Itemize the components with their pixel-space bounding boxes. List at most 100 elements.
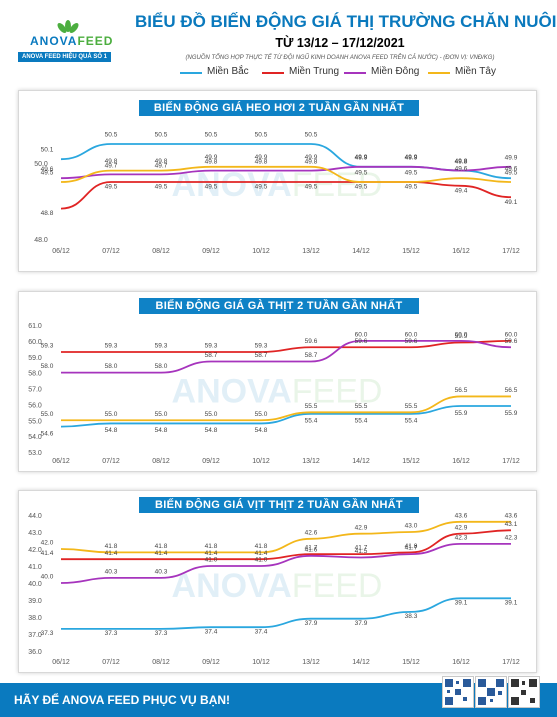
- x-tick-label: 09/12: [202, 659, 220, 666]
- data-label: 58.0: [41, 363, 54, 370]
- date-range: TỪ 13/12 – 17/12/2021: [275, 36, 405, 50]
- data-label: 49.5: [155, 184, 168, 191]
- chart-legend: Miền Bắc Miền Trung Miền Đông Miền Tây: [180, 66, 550, 80]
- x-tick-label: 14/12: [352, 248, 370, 255]
- data-label: 49.5: [505, 169, 518, 176]
- x-tick-label: 07/12: [102, 248, 120, 255]
- data-label: 41.4: [105, 550, 118, 557]
- x-tick-label: 16/12: [452, 458, 470, 465]
- source-note: (NGUỒN TỔNG HỢP THỰC TẾ TỪ ĐỘI NGŨ KINH …: [185, 55, 495, 61]
- data-label: 41.4: [255, 550, 268, 557]
- data-label: 55.9: [455, 410, 468, 417]
- data-label: 54.8: [255, 427, 268, 434]
- data-label: 49.6: [41, 166, 54, 173]
- data-label: 43.6: [455, 512, 468, 519]
- data-label: 56.5: [505, 387, 518, 394]
- series-line: [60, 165, 512, 183]
- data-label: 41.4: [41, 550, 54, 557]
- data-label: 42.9: [455, 524, 468, 531]
- y-tick-label: 55.0: [28, 418, 42, 425]
- series-line: [61, 395, 511, 422]
- data-label: 49.8: [455, 158, 468, 165]
- legend-swatch: [262, 72, 284, 74]
- data-label: 60.0: [405, 331, 418, 338]
- y-tick-label: 36.0: [28, 649, 42, 656]
- qr-code-icon[interactable]: [442, 676, 474, 708]
- qr-code-icon[interactable]: [475, 676, 507, 708]
- data-label: 49.9: [355, 155, 368, 162]
- data-label: 59.3: [255, 343, 268, 350]
- data-label: 41.7: [305, 545, 318, 552]
- duck-price-chart: ANOVAFEED 36.0 37.0 38.0 39.0 40.0 41.0 42.0 43.…: [28, 512, 520, 666]
- data-label: 41.8: [255, 543, 268, 550]
- series-line: [60, 405, 511, 428]
- data-label: 59.6: [505, 338, 518, 345]
- qr-code-icon[interactable]: [508, 676, 540, 708]
- data-label: 41.8: [155, 543, 168, 550]
- series-line: [60, 520, 511, 554]
- y-tick-label: 56.0: [28, 402, 42, 409]
- y-tick-label: 40.0: [28, 581, 42, 588]
- data-label: 43.0: [405, 523, 418, 530]
- footer-slogan: HÃY ĐỂ ANOVA FEED PHỤC VỤ BẠN!: [14, 693, 231, 707]
- data-label: 41.0: [205, 557, 218, 564]
- x-tick-label: 08/12: [152, 659, 170, 666]
- data-label: 40.0: [41, 574, 54, 581]
- legend-label: Miền Trung: [289, 66, 340, 77]
- data-label: 59.6: [405, 338, 418, 345]
- data-label: 60.0: [355, 331, 368, 338]
- data-label: 49.6: [455, 166, 468, 173]
- data-label: 37.4: [205, 628, 218, 635]
- data-label: 49.6: [505, 166, 518, 173]
- y-tick-label: 43.0: [28, 530, 42, 537]
- data-label: 37.3: [155, 630, 168, 637]
- legend-swatch: [180, 72, 202, 74]
- data-label: 37.4: [255, 628, 268, 635]
- data-label: 49.5: [305, 184, 318, 191]
- data-label: 49.9: [205, 154, 218, 161]
- data-label: 49.9: [355, 154, 368, 161]
- data-label: 49.5: [355, 184, 368, 191]
- data-label: 41.0: [255, 557, 268, 564]
- x-tick-label: 06/12: [52, 458, 70, 465]
- series-line: [61, 339, 512, 353]
- data-label: 50.5: [105, 131, 118, 138]
- data-label: 41.8: [105, 543, 118, 550]
- x-tick-label: 16/12: [452, 248, 470, 255]
- x-tick-label: 15/12: [402, 659, 420, 666]
- data-label: 49.5: [405, 184, 418, 191]
- data-label: 50.5: [255, 131, 268, 138]
- x-tick-label: 13/12: [302, 458, 320, 465]
- y-tick-label: 53.0: [28, 450, 42, 457]
- x-tick-label: 13/12: [302, 248, 320, 255]
- data-label: 55.5: [405, 403, 418, 410]
- data-label: 49.5: [405, 169, 418, 176]
- data-label: 59.3: [105, 343, 118, 350]
- legend-label: Miền Bắc: [207, 66, 249, 77]
- data-label: 49.8: [105, 158, 118, 165]
- data-label: 55.0: [41, 411, 54, 418]
- data-label: 41.5: [355, 548, 368, 555]
- data-label: 49.5: [255, 184, 268, 191]
- data-label: 49.7: [105, 162, 118, 169]
- data-label: 37.9: [355, 620, 368, 627]
- y-tick-label: 60.0: [28, 339, 42, 346]
- data-label: 58.0: [105, 363, 118, 370]
- data-label: 49.8: [155, 158, 168, 165]
- data-label: 41.7: [405, 545, 418, 552]
- legend-label: Miền Đông: [371, 66, 420, 77]
- data-label: 55.0: [155, 411, 168, 418]
- data-label: 50.5: [155, 131, 168, 138]
- data-label: 55.5: [305, 403, 318, 410]
- data-label: 55.4: [355, 418, 368, 425]
- y-tick-label: 37.0: [28, 632, 42, 639]
- data-label: 49.8: [455, 158, 468, 165]
- legend-swatch: [428, 72, 450, 74]
- y-tick-label: 54.0: [28, 434, 42, 441]
- data-label: 41.6: [305, 546, 318, 553]
- data-label: 54.6: [41, 430, 54, 437]
- data-label: 50.5: [205, 131, 218, 138]
- data-label: 60.0: [505, 331, 518, 338]
- data-label: 40.3: [105, 569, 118, 576]
- data-label: 43.6: [505, 512, 518, 519]
